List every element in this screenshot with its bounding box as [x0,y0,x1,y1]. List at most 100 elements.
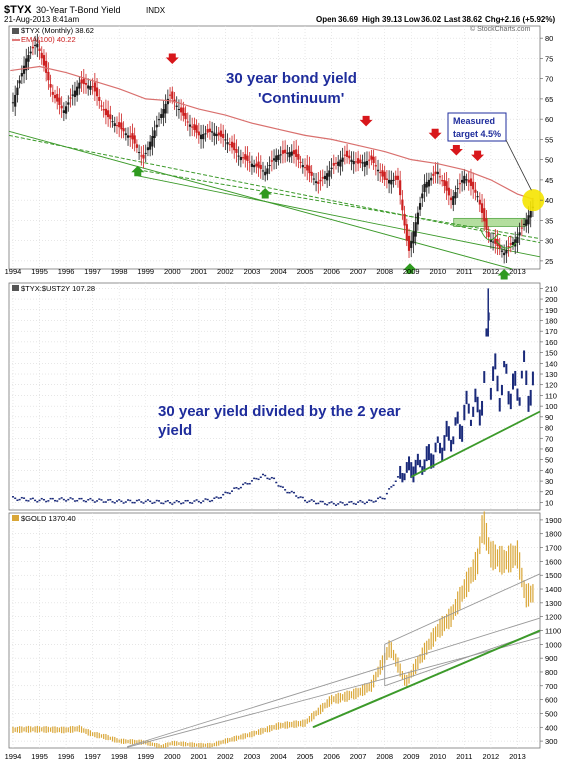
ratio-bar [14,497,17,500]
x-tick-label: 2009 [403,267,420,276]
last-value: 38.62 [462,15,483,24]
top-annotation-line1: 30 year bond yield [226,70,357,87]
ratio-bar [290,490,293,493]
ratio-bar [445,420,448,437]
price-candle [279,154,282,156]
y-tick-label: 400 [545,723,558,732]
y-tick-label: 20 [545,488,553,497]
ratio-bar [438,442,441,454]
ratio-bar [273,477,276,480]
x-tick-label: 1997 [84,752,101,761]
x-tick-label: 1994 [5,752,22,761]
y-tick-label: 1200 [545,613,562,622]
price-candle [303,167,307,169]
y-tick-label: 1500 [545,571,562,580]
ratio-bar [447,426,450,441]
ratio-bar [403,473,406,481]
ratio-bar [472,406,475,417]
ratio-bar [231,490,234,492]
price-candle [443,179,446,186]
ratio-bar [361,501,364,503]
price-candle [494,238,497,244]
price-candle [416,212,419,225]
ratio-bar [456,411,459,424]
ratio-bar [171,503,174,505]
y-tick-label: 70 [545,75,553,84]
price-candle [421,193,424,199]
ratio-bar [102,501,105,503]
ratio-bar [401,472,404,483]
price-candle [29,51,32,54]
price-candle [18,80,21,84]
price-candle [425,181,428,188]
price-candle [438,176,442,178]
price-candle [162,109,165,118]
ratio-bar [184,499,187,502]
price-candle [394,175,397,180]
ratio-bar [297,496,300,499]
price-candle [350,159,353,162]
ratio-bar [107,499,110,501]
ratio-bar [82,500,85,502]
x-tick-label: 2005 [297,752,314,761]
price-candle [505,250,508,254]
ratio-bar [138,499,141,501]
price-candle [109,114,112,120]
ratio-bar [531,371,534,386]
ratio-bar [266,477,269,480]
price-candle [365,161,369,166]
price-candle [47,71,50,81]
price-candle [399,180,402,196]
price-candle [498,244,501,249]
y-tick-label: 100 [545,402,558,411]
x-tick-label: 1998 [111,267,128,276]
ratio-bar [516,388,519,401]
price-candle [233,142,236,151]
price-candle [326,173,329,181]
price-candle [195,125,198,133]
ratio-bar [507,391,510,405]
price-candle [527,215,530,225]
price-candle [151,136,154,147]
ratio-bar [520,370,523,379]
price-candle [142,154,145,159]
y-tick-label: 30 [545,237,553,246]
price-candle [56,93,59,102]
y-tick-label: 80 [545,34,553,43]
ratio-bar [67,498,70,501]
y-tick-label: 25 [545,257,553,266]
chg-value: +2.16 (+5.92%) [500,15,555,24]
y-tick-label: 150 [545,349,558,358]
price-candle [69,97,72,99]
base-arc-1 [479,228,499,241]
price-candle [385,178,388,180]
x-tick-label: 2006 [323,267,340,276]
price-candle [361,162,364,164]
price-candle [140,155,143,157]
price-candle [388,179,391,184]
price-candle [343,154,346,156]
price-candle [144,152,147,154]
ratio-bar [505,363,508,374]
x-tick-label: 2006 [323,752,340,761]
price-candle [376,169,380,172]
price-candle [407,235,411,251]
y-tick-label: 35 [545,216,553,225]
price-candle [160,114,163,119]
ratio-bar [434,442,437,453]
ratio-bar [164,500,167,503]
ratio-bar [155,499,158,502]
price-candle [124,133,127,136]
ema-line [10,65,534,200]
price-candle [208,128,211,132]
x-tick-label: 2004 [270,752,287,761]
price-candle [89,86,92,90]
price-candle [180,107,183,113]
ratio-bar [335,504,338,506]
price-candle [489,239,492,242]
ratio-bar [485,328,488,337]
price-candle [211,131,214,133]
x-tick-label: 1999 [137,267,154,276]
y-tick-label: 45 [545,176,553,185]
ratio-bar [224,491,227,494]
